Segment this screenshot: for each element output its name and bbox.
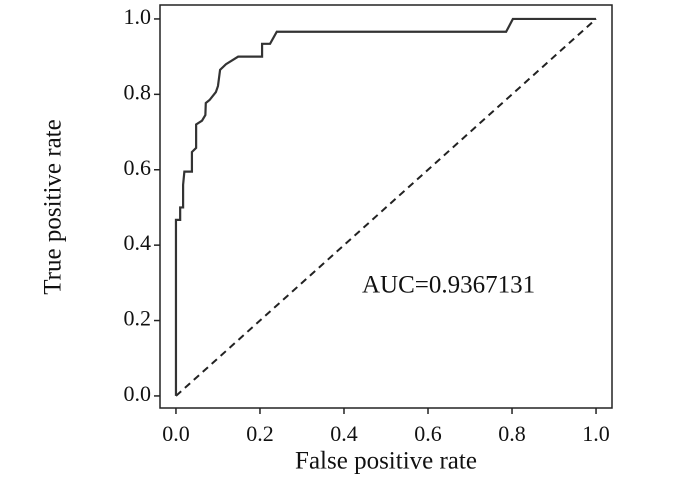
auc-annotation: AUC=0.9367131 [362,272,535,299]
x-tick-label: 0.4 [330,421,358,446]
x-tick-label: 0.0 [162,421,190,446]
y-tick-label: 0.8 [124,79,152,104]
y-tick-label: 0.0 [124,381,152,406]
x-tick-label: 1.0 [582,421,610,446]
x-tick-label: 0.8 [498,421,526,446]
y-tick-label: 0.6 [124,155,152,180]
roc-curve [174,17,597,396]
plot-frame [159,4,613,409]
y-tick-label: 0.4 [124,230,152,255]
reference-line [175,18,597,397]
y-tick-label: 1.0 [124,4,152,29]
x-tick-label: 0.2 [246,421,274,446]
x-tick-label: 0.6 [414,421,442,446]
x-axis-title: False positive rate [295,448,477,475]
y-axis-title: True positive rate [40,119,67,294]
y-tick-label: 0.2 [124,306,152,331]
